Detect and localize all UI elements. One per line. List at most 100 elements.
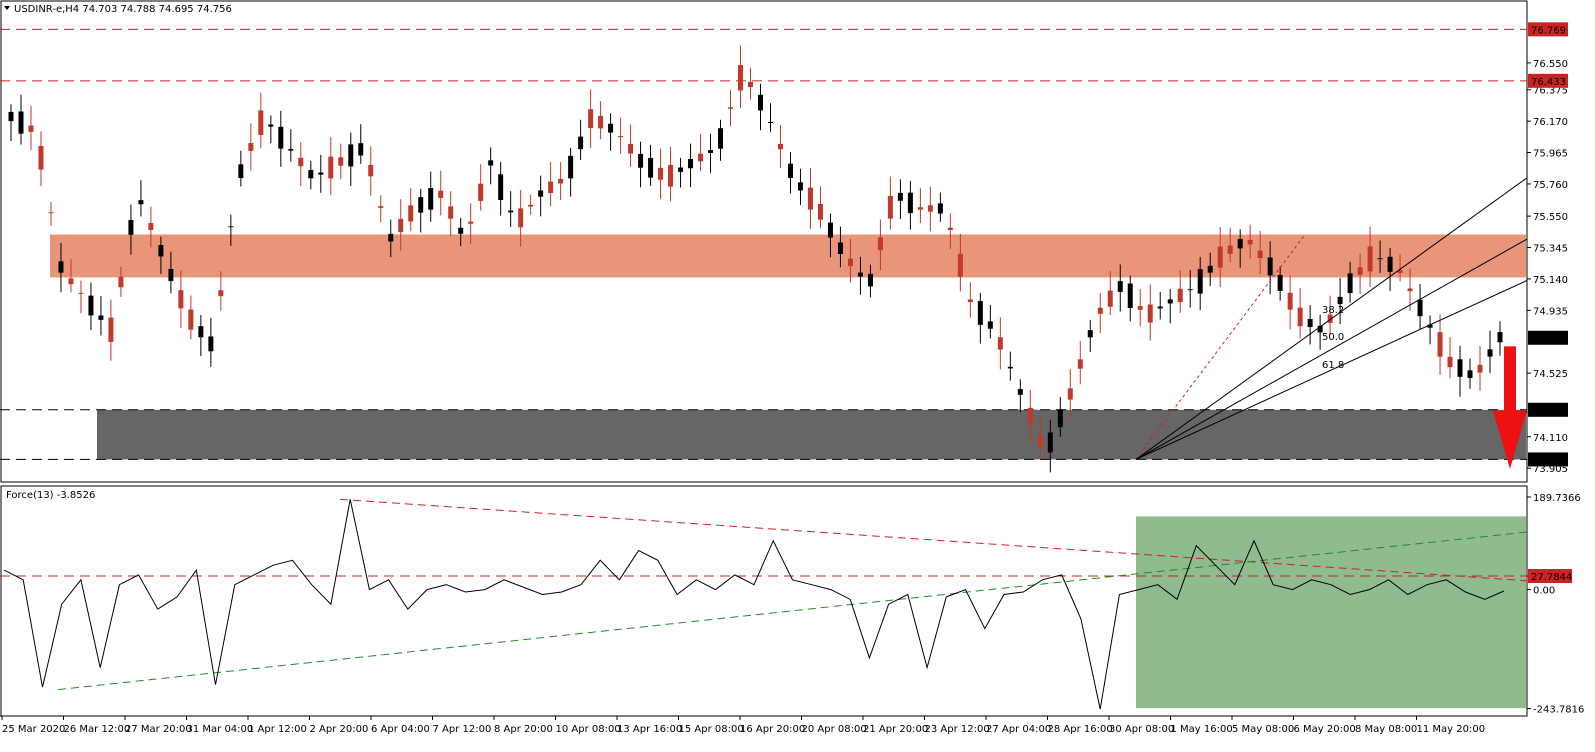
candle-body: [997, 337, 1003, 350]
candle-body: [887, 195, 893, 219]
force-level-box: [1528, 569, 1572, 584]
candle-body: [428, 187, 434, 210]
y-tick-label: 76.550: [1533, 59, 1568, 70]
candle-body: [1177, 288, 1183, 302]
candle-body: [1157, 306, 1163, 309]
candle-body: [178, 290, 184, 309]
price-label-box: [1528, 73, 1568, 88]
y-tick-label: 75.965: [1533, 149, 1568, 160]
candle-body: [1397, 270, 1403, 273]
candle-body: [1357, 267, 1363, 275]
candle-body: [1167, 299, 1173, 304]
candle-body: [158, 245, 164, 257]
candle-body: [738, 65, 744, 91]
candle-body: [1207, 265, 1213, 273]
candle-body: [987, 321, 993, 329]
y-tick-label: 74.110: [1533, 433, 1568, 444]
candle-body: [678, 167, 684, 172]
candle-body: [528, 204, 534, 207]
candle-body: [18, 111, 24, 134]
y-tick-label: 76.170: [1533, 117, 1568, 128]
candle-body: [907, 192, 913, 214]
x-tick-label: 30 Apr 08:00: [1109, 724, 1174, 735]
candle-body: [588, 109, 594, 128]
fib-level-label-2: 61.8: [1322, 360, 1344, 371]
y-tick-label: 75.550: [1533, 212, 1568, 223]
candle-body: [458, 227, 464, 234]
candle-body: [718, 128, 724, 149]
candle-body: [318, 172, 324, 175]
candle-body: [168, 268, 174, 282]
candle-body: [88, 295, 94, 316]
fib-fan-line-1: [1135, 238, 1528, 460]
candle-body: [1107, 290, 1113, 307]
candle-body: [837, 242, 843, 254]
candle-body: [538, 190, 544, 197]
x-tick-label: 10 Apr 08:00: [556, 724, 621, 735]
candle-body: [128, 220, 134, 235]
fib-fan-line-2: [1135, 280, 1528, 460]
down-arrow-head: [1493, 410, 1527, 469]
x-tick-label: 5 May 08:00: [1232, 724, 1294, 735]
candle-body: [488, 160, 494, 166]
candle-body: [508, 210, 514, 213]
x-tick-label: 8 May 08:00: [1355, 724, 1417, 735]
candle-body: [548, 181, 554, 194]
price-label-3: 74.286: [1531, 406, 1566, 417]
candle-body: [957, 253, 963, 277]
candle-body: [1447, 356, 1453, 368]
candle-body: [348, 144, 354, 167]
candle-body: [448, 206, 454, 219]
candle-body: [847, 258, 853, 267]
candle-body: [967, 299, 973, 303]
down-arrow-shaft: [1504, 346, 1516, 411]
candle-body: [268, 124, 274, 127]
candle-body: [977, 301, 983, 325]
y-tick-label: 75.345: [1533, 244, 1568, 255]
candle-body: [1217, 246, 1223, 268]
x-tick-label: 6 May 20:00: [1294, 724, 1356, 735]
x-tick-label: 8 Apr 20:00: [494, 724, 553, 735]
x-tick-label: 26 Mar 12:00: [64, 724, 131, 735]
candle-body: [797, 182, 803, 191]
candle-body: [198, 326, 204, 338]
candle-body: [48, 212, 54, 214]
candle-body: [648, 157, 654, 178]
candle-body: [728, 107, 734, 109]
candle-body: [1467, 370, 1473, 378]
candle-body: [1147, 304, 1153, 323]
candle-body: [1187, 289, 1193, 291]
candle-body: [877, 237, 883, 251]
fib-baseline: [1135, 234, 1306, 460]
candle-body: [328, 156, 334, 179]
candle-body: [498, 174, 504, 201]
candle-body: [1067, 388, 1073, 400]
candle-body: [1387, 256, 1393, 272]
force-tick-label: 189.7366: [1533, 493, 1581, 504]
candle-body: [807, 187, 813, 210]
x-tick-label: 28 Apr 16:00: [1048, 724, 1113, 735]
candle-body: [578, 136, 584, 150]
candle-body: [817, 203, 823, 220]
candle-body: [398, 218, 404, 233]
candle-body: [8, 111, 14, 122]
candle-body: [308, 169, 314, 179]
y-tick-label: 73.905: [1533, 464, 1568, 475]
candle-body: [288, 149, 294, 151]
candle-body: [1017, 389, 1023, 395]
candle-body: [698, 153, 704, 162]
force-tick-label: 0.00: [1533, 586, 1555, 597]
candle-body: [1247, 239, 1253, 245]
candle-body: [228, 226, 234, 228]
candle-body: [668, 164, 674, 187]
candle-body: [947, 227, 953, 230]
candle-body: [1407, 288, 1413, 292]
candle-body: [1077, 359, 1083, 369]
y-tick-label: 75.760: [1533, 180, 1568, 191]
candle-body: [1317, 325, 1323, 333]
y-tick-label: 74.935: [1533, 306, 1568, 317]
price-label-box: [1528, 402, 1568, 417]
x-tick-label: 1 May 16:00: [1171, 724, 1233, 735]
candle-body: [388, 233, 394, 242]
